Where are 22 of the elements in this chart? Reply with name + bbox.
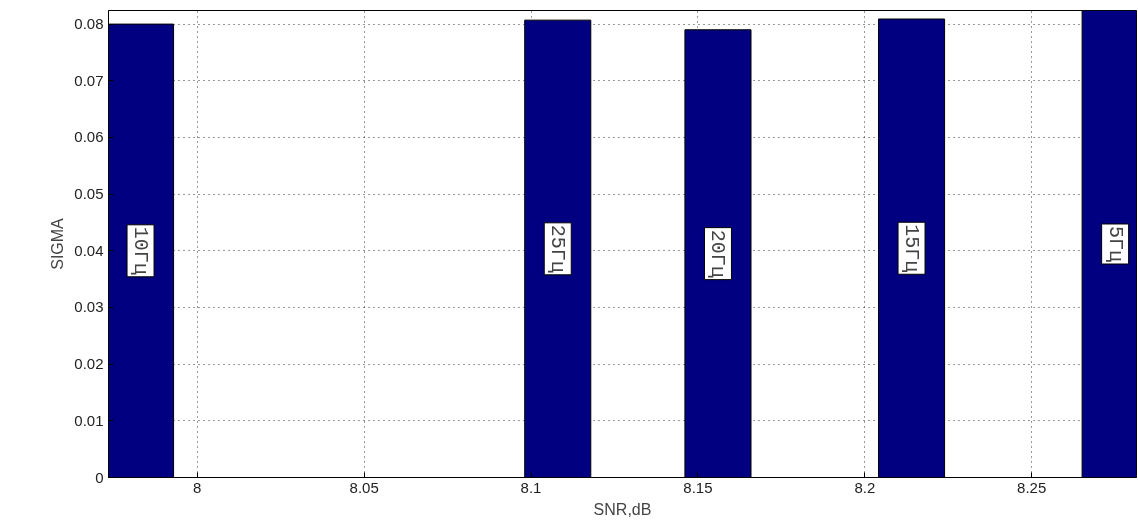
y-tick-label: 0.02 bbox=[74, 355, 104, 373]
x-tick-label: 8.05 bbox=[349, 478, 379, 496]
y-tick-label: 0.08 bbox=[74, 15, 104, 33]
annotation: 15Гц bbox=[900, 224, 924, 273]
annotation: 10Гц bbox=[129, 226, 153, 275]
x-axis-title: SNR,dB bbox=[593, 500, 652, 518]
y-tick-label: 0.07 bbox=[74, 71, 104, 89]
annotation: 20Гц bbox=[706, 229, 730, 278]
x-tick-label: 8.2 bbox=[854, 478, 876, 496]
y-tick-label: 0.01 bbox=[74, 411, 104, 429]
y-tick-label: 0 bbox=[95, 468, 104, 486]
annotation: 5Гц bbox=[1103, 226, 1127, 263]
y-tick-label: 0.05 bbox=[74, 185, 104, 203]
y-tick-label: 0.06 bbox=[74, 128, 104, 146]
x-tick-label: 8.1 bbox=[520, 478, 542, 496]
x-tick-label: 8.15 bbox=[683, 478, 713, 496]
x-tick-label: 8 bbox=[193, 478, 202, 496]
y-tick-label: 0.03 bbox=[74, 298, 104, 316]
annotation: 25Гц bbox=[546, 224, 570, 273]
y-axis-title: SIGMA bbox=[49, 217, 67, 270]
x-tick-label: 8.25 bbox=[1017, 478, 1047, 496]
y-tick-label: 0.04 bbox=[74, 241, 104, 259]
